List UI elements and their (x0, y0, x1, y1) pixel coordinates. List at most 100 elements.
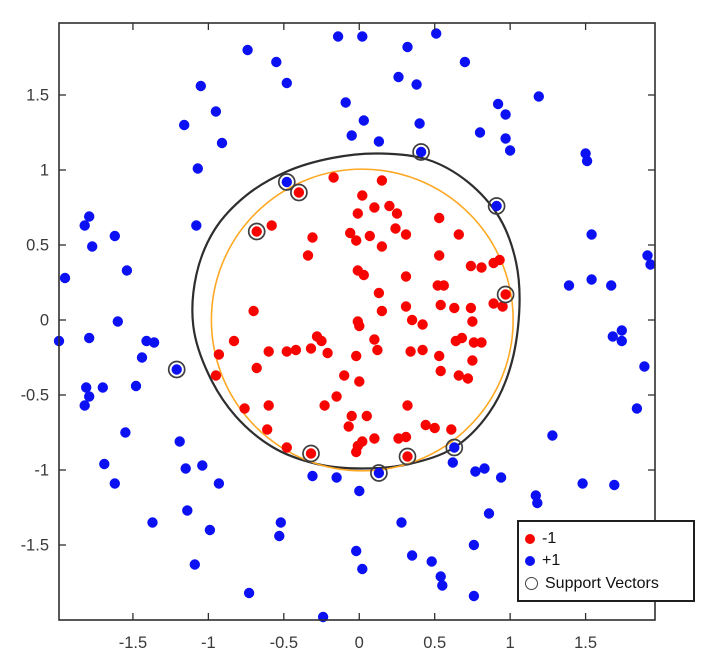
point-pos1 (242, 44, 253, 56)
point-pos1 (307, 470, 318, 482)
y-tick-label: -1 (34, 462, 49, 480)
point-pos1 (479, 463, 490, 474)
point-neg1 (376, 175, 388, 186)
point-pos1 (431, 28, 442, 39)
point-pos1 (59, 272, 71, 284)
point-pos1 (182, 505, 193, 516)
point-neg1 (263, 400, 274, 411)
y-tick-label: -0.5 (21, 387, 49, 405)
point-neg1 (376, 241, 388, 252)
point-pos1 (577, 478, 588, 489)
point-pos1 (84, 332, 95, 344)
point-pos1 (396, 517, 407, 528)
point-pos1 (468, 539, 480, 551)
y-tick-label: 1.5 (26, 87, 49, 105)
point-neg1 (405, 346, 416, 357)
point-pos1 (533, 91, 544, 102)
point-neg1 (358, 269, 369, 281)
x-tick-label: -1 (201, 634, 216, 652)
support-vector-ring (496, 285, 515, 304)
support-vector-ring (290, 183, 308, 202)
point-neg1 (462, 373, 474, 384)
point-pos1 (81, 382, 92, 393)
point-neg1 (417, 319, 428, 330)
point-neg1 (488, 298, 499, 309)
support-vector-ring (302, 444, 320, 463)
point-neg1 (263, 346, 274, 357)
y-tick-label: 0 (40, 312, 49, 330)
legend-item-neg1: -1 (525, 529, 687, 547)
support-vector-ring (370, 464, 388, 482)
point-neg1 (402, 400, 413, 411)
point-neg1 (346, 410, 357, 422)
point-pos1 (500, 109, 511, 120)
axes: -1.5 -1 -0.5 0 0.5 1 1.5 -1.5 -1 -0.5 0 0.5 1 1.5 (21, 22, 656, 652)
point-pos1 (358, 115, 369, 126)
point-pos1 (332, 31, 344, 42)
point-neg1 (456, 332, 468, 344)
point-neg1 (465, 260, 477, 272)
y-tick-label: -1.5 (21, 537, 49, 555)
point-pos1 (500, 133, 511, 144)
point-pos1 (435, 571, 446, 582)
legend-label-neg1: -1 (542, 529, 557, 547)
point-neg1 (402, 451, 413, 462)
point-pos1 (607, 331, 618, 342)
point-pos1 (563, 280, 575, 291)
x-tick-label: -1.5 (119, 634, 147, 652)
point-neg1 (406, 314, 418, 326)
point-pos1 (351, 545, 362, 557)
point-pos1 (281, 176, 292, 188)
point-neg1 (345, 227, 356, 239)
point-neg1 (434, 250, 445, 261)
point-pos1 (406, 550, 418, 561)
x-tick-label: 1.5 (574, 634, 597, 652)
legend-item-support-vectors: Support Vectors (525, 575, 687, 592)
point-neg1 (210, 370, 222, 381)
point-pos1 (346, 130, 357, 141)
point-pos1 (470, 466, 481, 477)
point-pos1 (437, 580, 448, 591)
point-pos1 (120, 427, 131, 438)
point-neg1 (343, 421, 354, 432)
point-neg1 (494, 254, 505, 266)
point-neg1 (281, 346, 292, 357)
point-neg1 (322, 347, 333, 359)
point-pos1 (616, 335, 627, 347)
point-pos1 (84, 211, 95, 222)
point-neg1 (319, 400, 330, 411)
legend-label-pos1: +1 (542, 552, 561, 569)
support-vector-ring (398, 447, 417, 466)
point-neg1 (357, 436, 368, 447)
point-pos1 (243, 587, 255, 599)
point-pos1 (174, 436, 185, 447)
point-pos1 (112, 316, 124, 327)
point-neg1 (500, 289, 511, 300)
point-neg1 (352, 208, 363, 219)
point-pos1 (642, 250, 653, 261)
blue-dot-icon (525, 556, 535, 566)
point-neg1 (435, 365, 446, 377)
point-neg1 (453, 370, 464, 381)
point-neg1 (420, 419, 431, 431)
support-vector-ring (487, 197, 506, 215)
point-pos1 (216, 137, 228, 149)
point-pos1 (547, 430, 558, 441)
point-neg1 (438, 280, 449, 291)
point-neg1 (251, 362, 262, 374)
point-neg1 (400, 431, 412, 443)
x-tick-label: 0.5 (423, 634, 446, 652)
red-dot-icon (525, 533, 535, 544)
point-pos1 (639, 361, 650, 372)
point-pos1 (495, 472, 507, 483)
point-neg1 (497, 301, 508, 312)
point-pos1 (197, 460, 208, 471)
point-pos1 (189, 559, 200, 570)
legend: -1 +1 Support Vectors (517, 520, 695, 602)
series--1 (210, 172, 511, 462)
point-pos1 (393, 71, 404, 83)
point-neg1 (305, 343, 317, 354)
point-neg1 (281, 442, 292, 453)
point-pos1 (204, 524, 216, 536)
point-pos1 (402, 41, 413, 53)
